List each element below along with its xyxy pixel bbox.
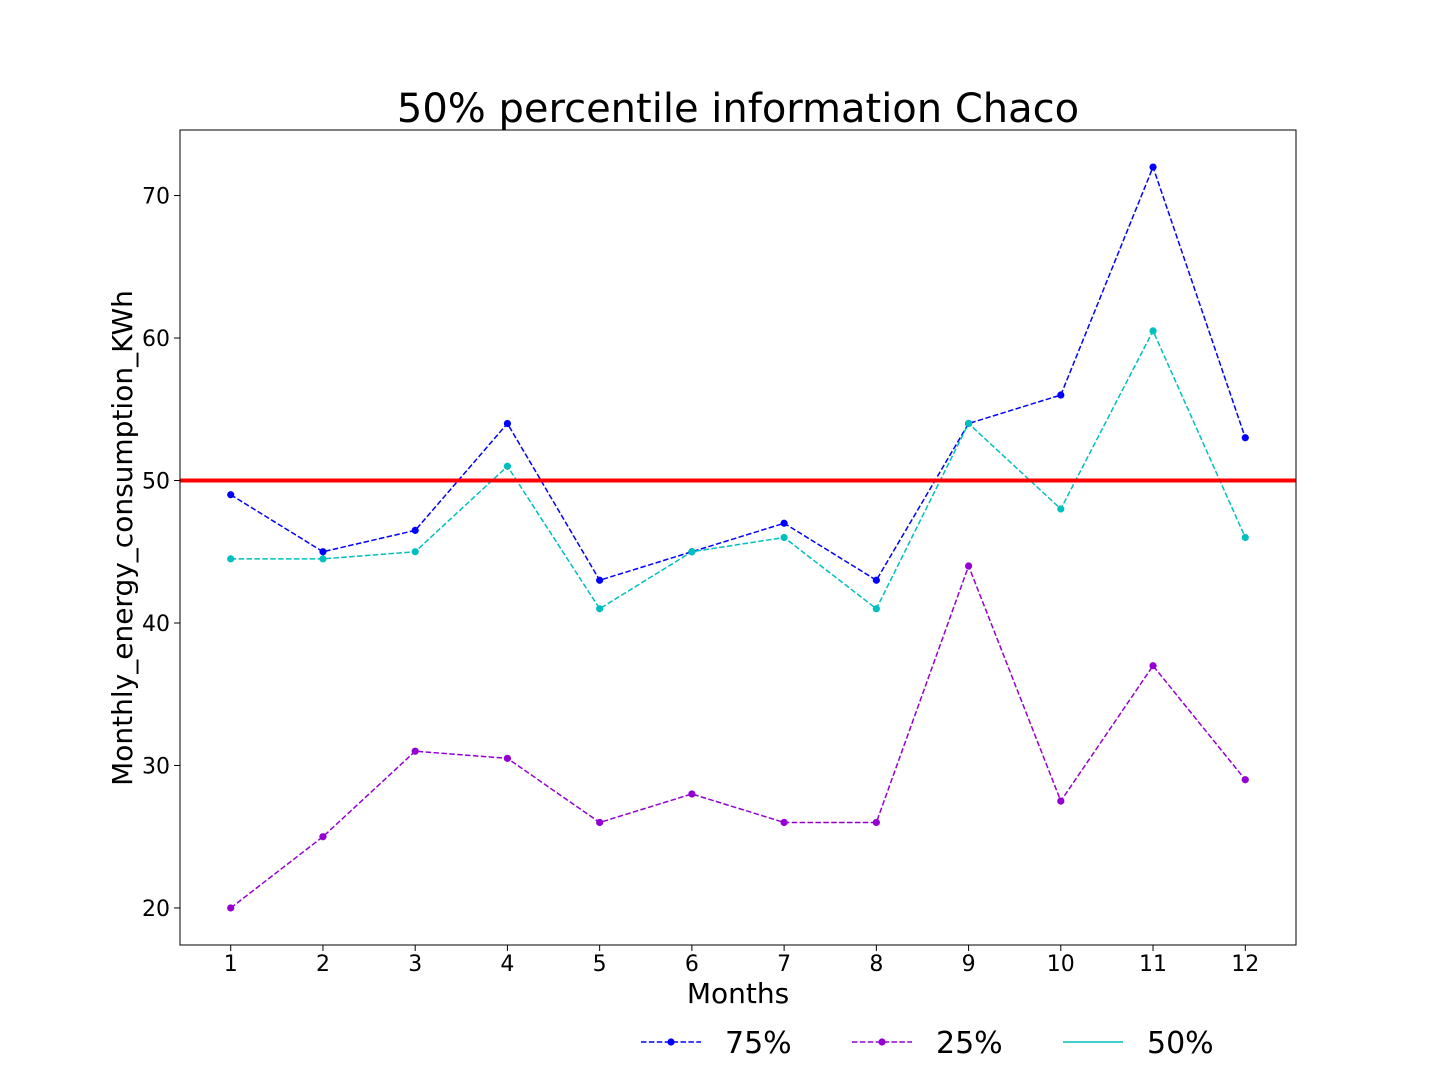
x-tick-label-1: 2 bbox=[316, 952, 330, 977]
data-point-2-2 bbox=[411, 548, 419, 556]
y-axis-title: Monthly_energy_consumption_KWh bbox=[106, 290, 139, 786]
x-tick-label-5: 6 bbox=[685, 952, 699, 977]
data-point-0-11 bbox=[1241, 434, 1249, 442]
data-point-0-9 bbox=[1057, 391, 1065, 399]
data-point-1-11 bbox=[1241, 776, 1249, 784]
data-point-1-8 bbox=[964, 562, 973, 570]
series-line-1 bbox=[230, 563, 1246, 909]
series-line-2 bbox=[230, 329, 1246, 610]
plot-area bbox=[180, 163, 1296, 912]
data-point-1-4 bbox=[596, 818, 604, 827]
legend-label-1: 25% bbox=[936, 1026, 1003, 1061]
data-point-1-3 bbox=[503, 754, 512, 762]
data-point-2-9 bbox=[1057, 505, 1065, 513]
x-tick-label-10: 11 bbox=[1139, 952, 1167, 977]
plot-frame bbox=[179, 129, 1297, 946]
data-point-2-8 bbox=[964, 419, 973, 428]
data-point-2-4 bbox=[596, 605, 604, 613]
legend-entry-2: 50% bbox=[1063, 1026, 1214, 1061]
data-point-2-6 bbox=[780, 533, 788, 542]
y-tick-label-4: 60 bbox=[142, 327, 170, 352]
data-point-1-1 bbox=[319, 833, 327, 841]
legend: 75% 25% 50% bbox=[641, 1026, 1214, 1061]
data-point-0-6 bbox=[780, 519, 788, 527]
data-point-2-3 bbox=[503, 462, 512, 470]
y-tick-label-1: 30 bbox=[142, 754, 170, 779]
x-tick-label-8: 9 bbox=[962, 952, 976, 977]
legend-label-0: 75% bbox=[725, 1026, 792, 1061]
legend-entry-1: 25% bbox=[852, 1026, 1003, 1061]
data-point-2-5 bbox=[688, 548, 696, 556]
data-point-0-10 bbox=[1149, 163, 1157, 171]
x-tick-label-2: 3 bbox=[408, 952, 422, 977]
y-tick-label-3: 50 bbox=[142, 470, 170, 495]
data-point-1-7 bbox=[872, 818, 880, 827]
data-point-0-7 bbox=[872, 576, 880, 584]
data-point-0-4 bbox=[596, 576, 604, 584]
chart-title: 50% percentile information Chaco bbox=[397, 86, 1079, 132]
legend-label-2: 50% bbox=[1147, 1026, 1214, 1061]
data-point-2-11 bbox=[1241, 533, 1249, 542]
legend-entry-0: 75% bbox=[641, 1026, 792, 1061]
data-point-1-6 bbox=[780, 818, 788, 827]
y-tick-label-0: 20 bbox=[142, 897, 170, 922]
x-axis-title: Months bbox=[687, 977, 789, 1010]
data-point-1-10 bbox=[1149, 662, 1157, 670]
x-tick-label-4: 5 bbox=[593, 952, 607, 977]
series-line-0 bbox=[230, 164, 1246, 582]
x-tick-label-3: 4 bbox=[500, 952, 514, 977]
data-point-2-7 bbox=[872, 605, 880, 613]
x-tick-label-6: 7 bbox=[777, 952, 791, 977]
data-point-1-9 bbox=[1057, 797, 1065, 805]
y-tick-label-5: 70 bbox=[142, 185, 170, 210]
data-point-0-2 bbox=[411, 526, 419, 534]
x-tick-label-0: 1 bbox=[224, 952, 238, 977]
data-point-0-1 bbox=[319, 548, 327, 556]
data-point-0-0 bbox=[227, 491, 235, 499]
data-point-1-0 bbox=[227, 904, 235, 912]
x-tick-label-9: 10 bbox=[1047, 952, 1075, 977]
x-tick-label-7: 8 bbox=[869, 952, 883, 977]
legend-swatch-marker-0 bbox=[667, 1038, 675, 1046]
data-point-2-1 bbox=[319, 555, 327, 563]
data-point-1-5 bbox=[688, 790, 696, 798]
data-point-2-10 bbox=[1149, 327, 1157, 335]
data-point-0-3 bbox=[503, 419, 512, 428]
legend-swatch-marker-1 bbox=[878, 1038, 886, 1046]
x-tick-label-11: 12 bbox=[1231, 952, 1259, 977]
y-tick-label-2: 40 bbox=[142, 612, 170, 637]
data-point-1-2 bbox=[411, 747, 419, 755]
data-point-2-0 bbox=[227, 555, 235, 563]
